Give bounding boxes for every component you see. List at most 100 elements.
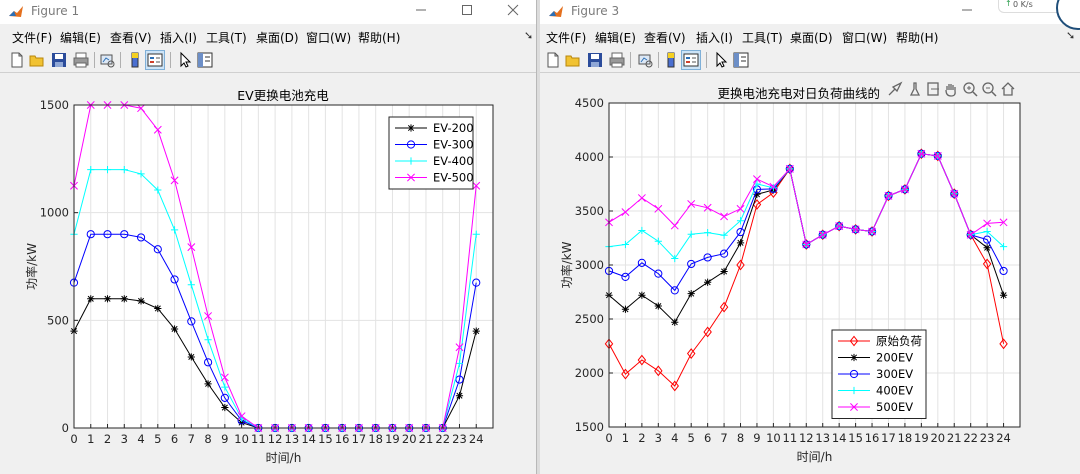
x-tick-label: 3	[655, 431, 662, 445]
colorbar-icon[interactable]	[126, 51, 144, 69]
pointer-icon[interactable]	[176, 51, 194, 69]
x-tick-label: 17	[881, 431, 896, 445]
x-tick-label: 19	[914, 431, 929, 445]
y-tick-label: 2500	[575, 312, 604, 326]
data-point	[720, 231, 728, 239]
minimize-button[interactable]	[398, 0, 444, 24]
menu-view[interactable]: 查看(V)	[110, 31, 152, 45]
legend-marker	[406, 140, 416, 149]
figure-3-plot[interactable]: 0 1 2 3 4 5 6 7 8 9 10 11 12 13 14 15 16 17 18 19 20 21 22 23 24…	[540, 75, 1080, 474]
menu-overflow-icon[interactable]: ➘	[1066, 29, 1076, 42]
data-point	[170, 275, 179, 284]
menu-tools[interactable]: 工具(T)	[742, 31, 783, 45]
new-figure-icon[interactable]	[544, 51, 562, 69]
property-editor-icon[interactable]	[196, 51, 214, 69]
data-point	[621, 272, 630, 281]
menu-overflow-icon[interactable]: ➘	[524, 29, 534, 42]
legend-icon[interactable]	[145, 50, 165, 70]
toolbar-separator	[170, 52, 171, 68]
menu-edit[interactable]: 编辑(E)	[595, 31, 636, 45]
menu-help[interactable]: 帮助(H)	[896, 31, 939, 45]
data-point	[769, 184, 777, 192]
data-point	[87, 166, 95, 174]
data-point	[950, 188, 959, 200]
x-tick-label: 24	[469, 432, 484, 446]
open-file-icon[interactable]	[28, 51, 46, 69]
new-figure-icon[interactable]	[8, 51, 26, 69]
data-point	[983, 235, 992, 244]
save-icon[interactable]	[586, 51, 604, 69]
menu-file[interactable]: 文件(F)	[546, 31, 587, 45]
data-point	[238, 419, 246, 427]
link-plot-icon[interactable]	[636, 51, 654, 69]
link-plot-icon[interactable]	[98, 51, 116, 69]
data-point	[221, 403, 229, 412]
data-point	[834, 220, 844, 232]
print-icon[interactable]	[608, 51, 626, 69]
menu-file[interactable]: 文件(F)	[12, 31, 53, 45]
menu-insert[interactable]: 插入(I)	[160, 31, 197, 45]
close-button[interactable]	[490, 0, 536, 24]
home-icon[interactable]	[999, 80, 1017, 98]
print-icon[interactable]	[72, 51, 90, 69]
title-bar[interactable]: Figure 3 ↑ 0 K/s	[540, 0, 1080, 30]
data-point	[900, 183, 910, 195]
data-point	[120, 166, 128, 174]
y-tick-label: 4000	[575, 150, 604, 164]
export-icon[interactable]	[924, 80, 942, 98]
x-tick-label: 2	[104, 432, 111, 446]
menu-desktop[interactable]: 桌面(D)	[790, 31, 833, 45]
property-editor-icon[interactable]	[732, 51, 750, 69]
save-icon[interactable]	[50, 51, 68, 69]
pan-icon[interactable]	[942, 80, 960, 98]
maximize-button[interactable]	[444, 0, 490, 24]
data-point	[917, 148, 926, 160]
data-point	[153, 125, 162, 134]
x-tick-label: 1	[87, 432, 94, 446]
menu-window[interactable]: 窗口(W)	[842, 31, 888, 45]
pointer-icon[interactable]	[712, 51, 730, 69]
colorbar-icon[interactable]	[662, 51, 680, 69]
legend-marker	[407, 157, 415, 165]
data-point	[687, 230, 695, 238]
data-point	[703, 203, 712, 212]
title-bar[interactable]: Figure 1	[0, 0, 536, 24]
brush-icon[interactable]	[886, 80, 904, 98]
data-point	[621, 240, 630, 249]
data-point	[720, 267, 728, 276]
menu-edit[interactable]: 编辑(E)	[60, 31, 101, 45]
legend-marker	[407, 124, 415, 132]
menu-window[interactable]: 窗口(W)	[306, 31, 352, 45]
data-point	[204, 380, 212, 388]
legend-icon[interactable]	[681, 50, 701, 70]
legend-label: EV-200	[433, 121, 474, 135]
open-file-icon[interactable]	[564, 51, 582, 69]
menu-insert[interactable]: 插入(I)	[696, 31, 733, 45]
data-point	[204, 336, 212, 344]
y-tick-label: 0	[62, 421, 69, 435]
data-point	[137, 297, 145, 305]
zoom-out-icon[interactable]	[980, 80, 998, 98]
data-point	[637, 194, 646, 202]
menu-bar: 文件(F) 编辑(E) 查看(V) 插入(I) 工具(T) 桌面(D) 窗口(W…	[0, 27, 536, 47]
data-point	[736, 239, 745, 247]
minimize-icon	[416, 9, 426, 11]
menu-bar: 文件(F) 编辑(E) 查看(V) 插入(I) 工具(T) 桌面(D) 窗口(W…	[540, 27, 1080, 47]
figure-1-plot[interactable]: 0 1 2 3 4 5 6 7 8 9 10 11 12 13 14 15 16 17 18 19 20 21 22 23 24…	[0, 75, 536, 474]
menu-help[interactable]: 帮助(H)	[358, 31, 401, 45]
zoom-in-icon[interactable]	[961, 80, 979, 98]
data-point	[637, 354, 647, 366]
legend: 原始负荷 200EV 300EV 400EV 500EV	[831, 329, 927, 419]
data-point	[170, 226, 179, 234]
data-point	[933, 150, 943, 162]
data-point	[736, 217, 745, 225]
menu-desktop[interactable]: 桌面(D)	[256, 31, 299, 45]
legend-marker	[849, 335, 859, 347]
legend-label: 原始负荷	[876, 334, 922, 348]
minimize-button[interactable]	[944, 0, 990, 24]
menu-tools[interactable]: 工具(T)	[206, 31, 247, 45]
legend-marker	[407, 173, 415, 182]
menu-view[interactable]: 查看(V)	[644, 31, 686, 45]
assistant-bubble[interactable]	[1056, 0, 1080, 30]
data-tips-icon[interactable]	[906, 80, 924, 98]
